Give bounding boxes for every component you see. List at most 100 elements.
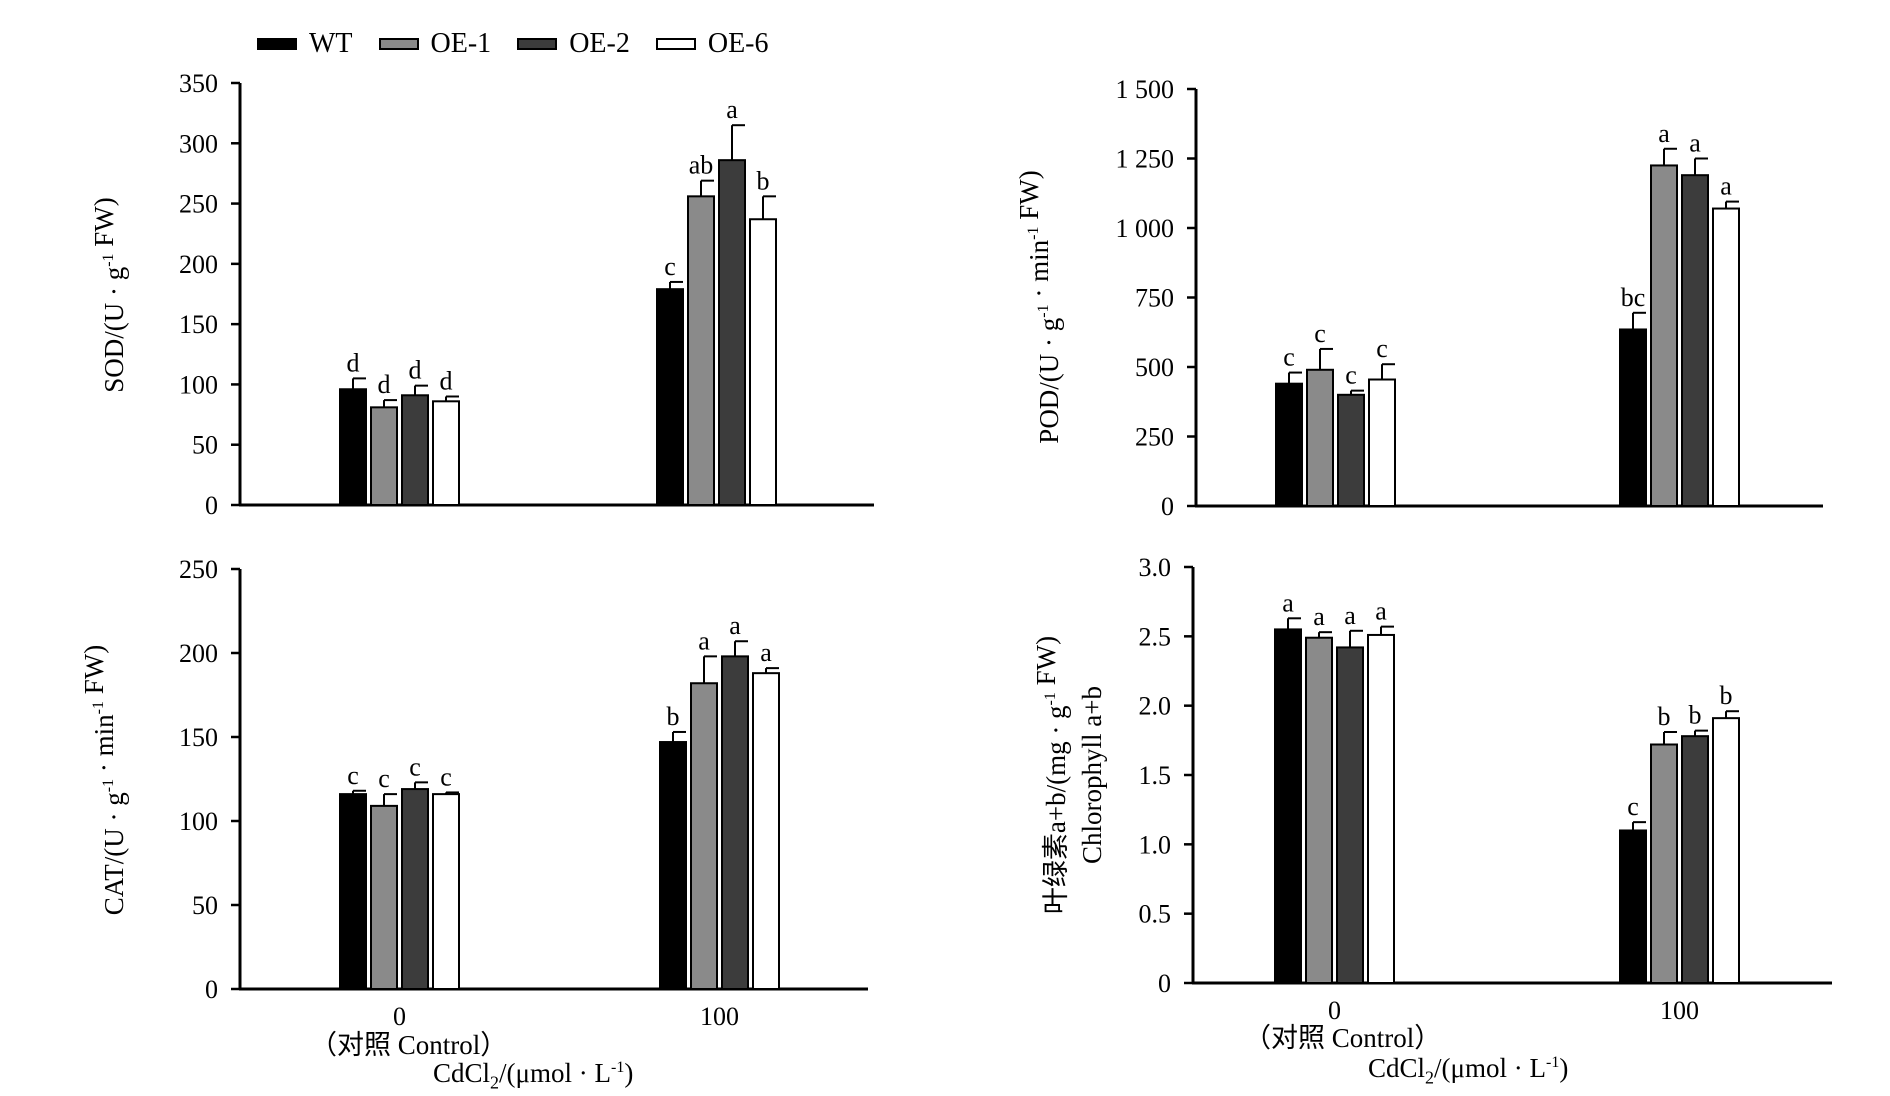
- y-axis-label: CAT/(U · g-1 · min-1 FW): [79, 645, 129, 915]
- significance-letter: a: [1313, 602, 1325, 631]
- y-tick-label: 250: [1135, 423, 1174, 452]
- legend-item: WT: [257, 30, 353, 58]
- significance-letter: b: [1658, 702, 1671, 731]
- bar-oe-6: [1712, 717, 1740, 984]
- y-axis-label-superscript: -1: [1042, 692, 1059, 705]
- bar-oe-6: [1367, 633, 1395, 984]
- bar-wt: [1275, 382, 1303, 507]
- y-axis-label-part: · min: [89, 714, 119, 779]
- y-axis-label-part: FW): [1031, 636, 1061, 692]
- y-tick-label: 1 250: [1116, 145, 1175, 174]
- y-tick-label: 750: [1135, 284, 1174, 313]
- y-axis-label-part: FW): [89, 197, 119, 253]
- bar-oe-2: [401, 394, 429, 506]
- legend-label: OE-6: [707, 28, 769, 59]
- significance-letter: d: [409, 356, 422, 385]
- y-tick-label: 50: [192, 431, 218, 460]
- significance-letter: a: [1344, 601, 1356, 630]
- y-tick-label: 1.5: [1139, 761, 1172, 790]
- significance-letter: c: [378, 764, 390, 793]
- x-axis-title-rest: /(μmol · L: [1434, 1053, 1546, 1083]
- bar-oe-6: [1712, 207, 1740, 507]
- y-tick-label: 0: [1158, 969, 1171, 998]
- y-axis-label-part: POD/(U · g: [1034, 318, 1064, 444]
- y-axis-label: POD/(U · g-1 · min-1 FW): [1014, 170, 1064, 443]
- significance-letter: ab: [689, 151, 714, 180]
- y-tick-label: 150: [179, 310, 218, 339]
- bar-oe-2: [1681, 735, 1709, 984]
- significance-letter: c: [347, 761, 359, 790]
- y-axis-label-superscript: -1: [90, 701, 107, 714]
- significance-letter: c: [1283, 343, 1295, 372]
- y-tick-label: 200: [179, 639, 218, 668]
- y-tick-label: 2.0: [1139, 692, 1172, 721]
- y-axis-label-line2: Chlorophyll a+b: [1077, 686, 1107, 864]
- significance-letter: c: [664, 252, 676, 281]
- bar-oe-6: [432, 793, 460, 990]
- y-tick-label: 100: [179, 807, 218, 836]
- bar-wt: [339, 793, 367, 990]
- y-axis-label-part: CAT/(U · g: [99, 792, 129, 915]
- x-axis-title-main: CdCl: [1368, 1053, 1426, 1083]
- significance-letter: a: [1689, 129, 1701, 158]
- significance-letter: c: [1376, 334, 1388, 363]
- bar-wt: [1619, 829, 1647, 985]
- y-tick-label: 250: [179, 555, 218, 584]
- y-tick-label: 1 500: [1116, 75, 1175, 104]
- bar-oe-1: [370, 406, 398, 506]
- significance-letter: a: [1720, 172, 1732, 201]
- y-axis-label-part: SOD/(U · g: [99, 267, 129, 393]
- significance-letter: a: [760, 638, 772, 667]
- legend-item: OE-6: [655, 28, 769, 59]
- legend-label: OE-2: [569, 28, 630, 59]
- y-axis-label-part: · min: [1024, 239, 1054, 304]
- bar-wt: [1274, 628, 1302, 985]
- y-tick-label: 0: [205, 975, 218, 1004]
- y-axis-label-superscript: -1: [1025, 227, 1042, 240]
- significance-letter: d: [347, 348, 360, 377]
- y-tick-label: 50: [192, 891, 218, 920]
- bar-wt: [339, 388, 367, 507]
- significance-letter: bc: [1621, 283, 1646, 312]
- bar-oe-2: [718, 159, 746, 506]
- significance-letter: c: [440, 762, 452, 791]
- y-axis-label-part: FW): [1014, 170, 1044, 226]
- significance-letter: a: [1282, 588, 1294, 617]
- x-tick-label: 0: [393, 1002, 406, 1031]
- y-axis-label-part: FW): [79, 645, 109, 701]
- bar-oe-2: [1336, 646, 1364, 985]
- bar-oe-1: [1650, 164, 1678, 507]
- y-tick-label: 0: [205, 491, 218, 520]
- bar-oe-6: [749, 218, 777, 506]
- significance-letter: c: [1345, 361, 1357, 390]
- y-tick-label: 500: [1135, 353, 1174, 382]
- significance-letter: a: [726, 95, 738, 124]
- y-axis-label-superscript: -1: [100, 253, 117, 266]
- bar-oe-1: [1650, 743, 1678, 985]
- significance-letter: b: [757, 166, 770, 195]
- significance-letter: c: [1314, 319, 1326, 348]
- significance-letter: c: [409, 752, 421, 781]
- bar-oe-2: [1681, 174, 1709, 507]
- y-tick-label: 1.0: [1139, 830, 1172, 859]
- legend-item: OE-2: [517, 30, 630, 58]
- x-axis-title-sup: -1: [1546, 1054, 1560, 1071]
- bar-wt: [1619, 328, 1647, 507]
- bar-oe-2: [1337, 393, 1365, 507]
- bar-oe-6: [752, 672, 780, 990]
- legend-swatch: [378, 38, 419, 50]
- y-tick-label: 200: [179, 250, 218, 279]
- bar-wt: [656, 288, 684, 507]
- legend-swatch: [517, 38, 558, 50]
- x-axis-title-end: ): [1559, 1053, 1569, 1083]
- significance-letter: b: [1689, 701, 1702, 730]
- x-axis-title-sub: 2: [490, 1072, 500, 1093]
- x-tick-label: 100: [1660, 996, 1699, 1025]
- bar-oe-1: [1305, 636, 1333, 984]
- y-axis-label-superscript: -1: [1035, 304, 1052, 317]
- y-tick-label: 3.0: [1139, 553, 1172, 582]
